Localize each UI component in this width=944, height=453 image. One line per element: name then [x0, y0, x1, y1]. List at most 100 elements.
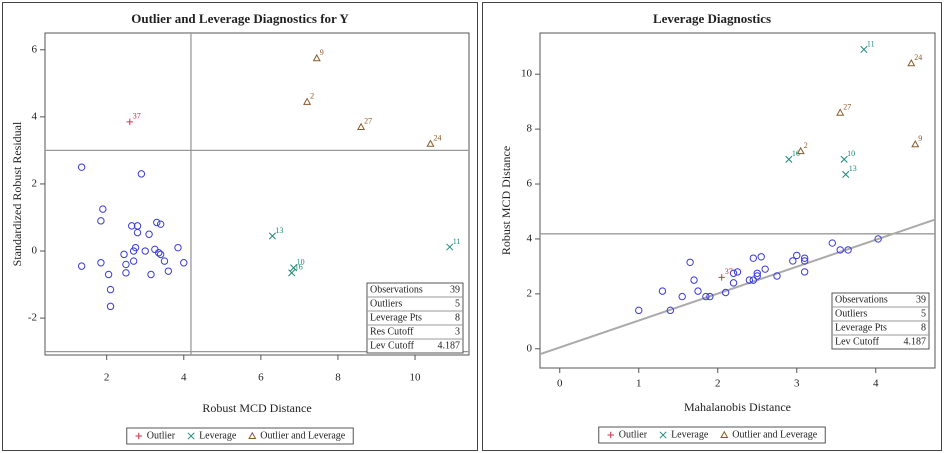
- x-tick-label: 4: [181, 372, 187, 384]
- point: [106, 285, 115, 294]
- panel-border: [482, 2, 942, 451]
- y-tick-label: 4: [32, 110, 38, 122]
- point: [666, 306, 675, 315]
- point: [658, 287, 667, 295]
- point-label: 13: [275, 226, 283, 235]
- legend-marker: [659, 431, 667, 439]
- legend-marker: [187, 432, 195, 440]
- y-tick-label: 6: [32, 43, 38, 55]
- point: [145, 230, 153, 238]
- stat-label: Observations: [370, 284, 423, 295]
- stat-label: Observations: [835, 294, 888, 305]
- legend-marker: [720, 430, 729, 439]
- point: [133, 222, 142, 230]
- point-label: 11: [453, 237, 461, 246]
- point: [635, 306, 643, 315]
- stat-value: 5: [455, 298, 460, 309]
- point: [733, 268, 742, 276]
- y-tick-label: 8: [527, 123, 533, 135]
- y-tick-label: 4: [527, 232, 533, 244]
- legend-marker: [607, 431, 614, 439]
- point: [131, 243, 140, 252]
- y-tick-label: 6: [527, 178, 533, 190]
- point-label: 24: [914, 53, 922, 62]
- legend-box: [126, 427, 354, 445]
- point-label: 13: [849, 164, 857, 173]
- x-tick-label: 6: [258, 372, 264, 384]
- x-tick-label: 0: [557, 378, 563, 390]
- point: [729, 269, 738, 277]
- stat-value: 39: [916, 294, 926, 305]
- point: [104, 270, 113, 279]
- x-axis-label: Mahalanobis Distance: [684, 400, 791, 414]
- point: [129, 257, 138, 265]
- point: [757, 253, 765, 261]
- point: [789, 257, 797, 265]
- point: [800, 257, 809, 265]
- point: [761, 265, 769, 273]
- point-label: 37: [133, 112, 141, 121]
- stat-value: 5: [921, 308, 926, 319]
- point: [911, 139, 920, 148]
- point: [164, 267, 173, 275]
- legend-label: Leverage: [199, 430, 237, 441]
- point: [753, 272, 761, 280]
- point: [303, 97, 312, 105]
- point: [721, 288, 730, 297]
- point: [77, 262, 86, 270]
- point: [749, 254, 757, 262]
- point-label: 27: [843, 102, 851, 111]
- chart-title: Leverage Diagnostics: [653, 11, 771, 26]
- legend-box: [598, 426, 826, 444]
- x-axis-label: Robust MCD Distance: [202, 401, 311, 415]
- point: [749, 276, 757, 284]
- point: [133, 228, 142, 237]
- stat-label: Leverage Pts: [835, 322, 887, 333]
- point: [97, 259, 105, 267]
- stat-label: Lev Cutoff: [835, 336, 880, 347]
- y-tick-label: -2: [28, 312, 37, 324]
- point: [153, 218, 161, 227]
- point: [844, 246, 852, 254]
- y-axis-label: Robust MCD Distance: [499, 146, 513, 255]
- point: [290, 264, 298, 272]
- stats-box: [366, 282, 464, 354]
- point-label: 10: [847, 149, 855, 158]
- point: [729, 279, 738, 287]
- point: [357, 122, 366, 130]
- point-label: 2: [310, 92, 314, 101]
- point: [122, 260, 130, 269]
- point: [694, 287, 702, 295]
- point: [268, 232, 276, 240]
- point: [828, 239, 836, 247]
- point: [702, 292, 710, 301]
- point: [745, 276, 754, 284]
- y-axis-label: Standardized Robust Residual: [10, 121, 24, 266]
- stat-value: 8: [455, 312, 460, 323]
- point: [147, 270, 155, 279]
- point: [446, 243, 454, 251]
- point-label: 2: [804, 141, 808, 150]
- point: [842, 170, 850, 178]
- point: [126, 118, 133, 126]
- stat-value: 8: [921, 322, 926, 333]
- point-label: 24: [433, 134, 441, 143]
- legend-marker: [248, 431, 257, 440]
- stat-value: 4.187: [904, 336, 927, 347]
- point: [785, 155, 793, 163]
- point: [860, 45, 868, 54]
- point: [686, 258, 694, 266]
- point: [106, 302, 115, 311]
- x-tick-label: 8: [335, 372, 341, 384]
- stat-label: Lev Cutoff: [370, 340, 415, 351]
- point: [836, 246, 844, 254]
- point: [874, 235, 882, 243]
- point: [753, 269, 761, 277]
- stat-label: Leverage Pts: [370, 312, 422, 323]
- point: [97, 217, 105, 225]
- plot-frame: [44, 32, 470, 356]
- point: [137, 170, 146, 178]
- x-tick-label: 1: [636, 378, 642, 390]
- legend-label: Outlier and Leverage: [260, 430, 346, 441]
